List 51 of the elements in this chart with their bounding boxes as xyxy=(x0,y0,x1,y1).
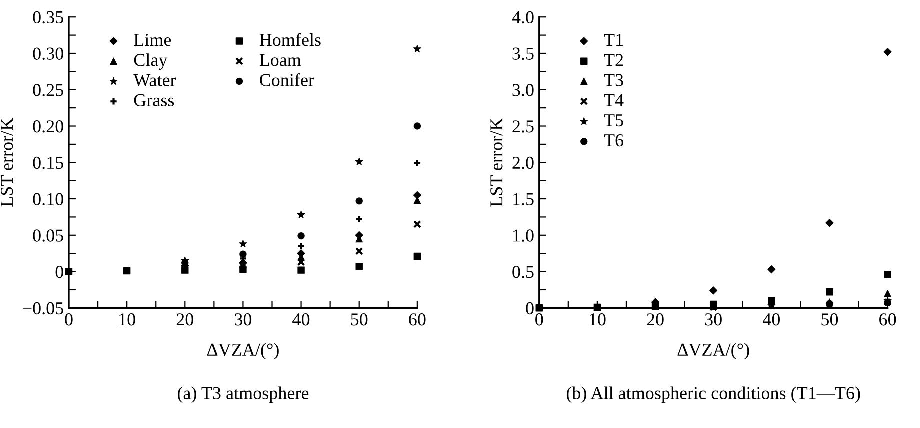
y-tick-label: 3.5 xyxy=(512,48,534,60)
legend-label: Water xyxy=(134,74,176,87)
y-tick-label: 0.05 xyxy=(33,230,64,242)
y-tick-label: 0.5 xyxy=(512,266,534,278)
y-tick-label: 0 xyxy=(526,302,534,315)
x-tick-label: 10 xyxy=(590,314,606,326)
y-tick-label: 0.35 xyxy=(33,11,64,24)
legend-label: T1 xyxy=(604,34,623,46)
y-tick-label: 2.5 xyxy=(512,120,534,133)
x-tick-label: 30 xyxy=(235,314,252,326)
y-tick-label: 0.25 xyxy=(33,84,64,96)
y-tick-label: 0.30 xyxy=(33,48,64,60)
legend-label: Clay xyxy=(134,54,168,70)
legend-label: T5 xyxy=(604,114,624,127)
y-axis-title: LST error/K xyxy=(490,118,503,207)
y-tick-label: 4.0 xyxy=(512,11,534,24)
x-tick-label: 40 xyxy=(762,314,780,326)
x-tick-label: 20 xyxy=(647,314,664,326)
x-axis-title: ΔVZA/(°) xyxy=(678,343,750,360)
x-tick-label: 50 xyxy=(351,314,368,326)
legend-label: T3 xyxy=(604,74,624,86)
x-axis-title: ΔVZA/(°) xyxy=(207,343,279,360)
legend-label: Homfels xyxy=(260,33,321,46)
x-tick-label: 40 xyxy=(292,314,310,326)
y-tick-label: 2.0 xyxy=(512,156,534,170)
legend-label: Lime xyxy=(134,34,172,46)
legend-label: Grass xyxy=(134,94,174,107)
y-tick-label: 1.0 xyxy=(514,230,534,242)
legend-label: T6 xyxy=(604,134,624,147)
legend-label: T4 xyxy=(604,94,624,106)
y-tick-label: −0.05 xyxy=(23,302,64,315)
x-tick-label: 0 xyxy=(536,314,544,326)
x-tick-label: 60 xyxy=(880,314,896,326)
text: (b) All atmospheric conditions (T1—T6) xyxy=(566,386,860,404)
x-tick-label: 0 xyxy=(65,314,73,326)
x-tick-label: 50 xyxy=(822,314,838,326)
y-tick-label: 3.0 xyxy=(512,84,534,96)
x-tick-label: 20 xyxy=(176,314,194,326)
text: (a) T3 atmosphere xyxy=(178,386,309,404)
x-tick-label: 30 xyxy=(705,314,722,326)
y-tick-label: 0.10 xyxy=(33,193,64,206)
x-tick-label: 10 xyxy=(120,314,136,326)
x-tick-label: 60 xyxy=(409,314,426,326)
y-axis-title: LST error/K xyxy=(1,118,14,207)
y-tick-label: 0 xyxy=(56,266,64,278)
y-tick-label: 0.20 xyxy=(33,120,64,133)
legend-label: Loam xyxy=(260,54,302,66)
legend-label: T2 xyxy=(604,54,624,66)
y-tick-label: 0.15 xyxy=(33,156,64,170)
legend-label: Conifer xyxy=(260,73,314,86)
y-tick-label: 1.5 xyxy=(514,193,534,206)
